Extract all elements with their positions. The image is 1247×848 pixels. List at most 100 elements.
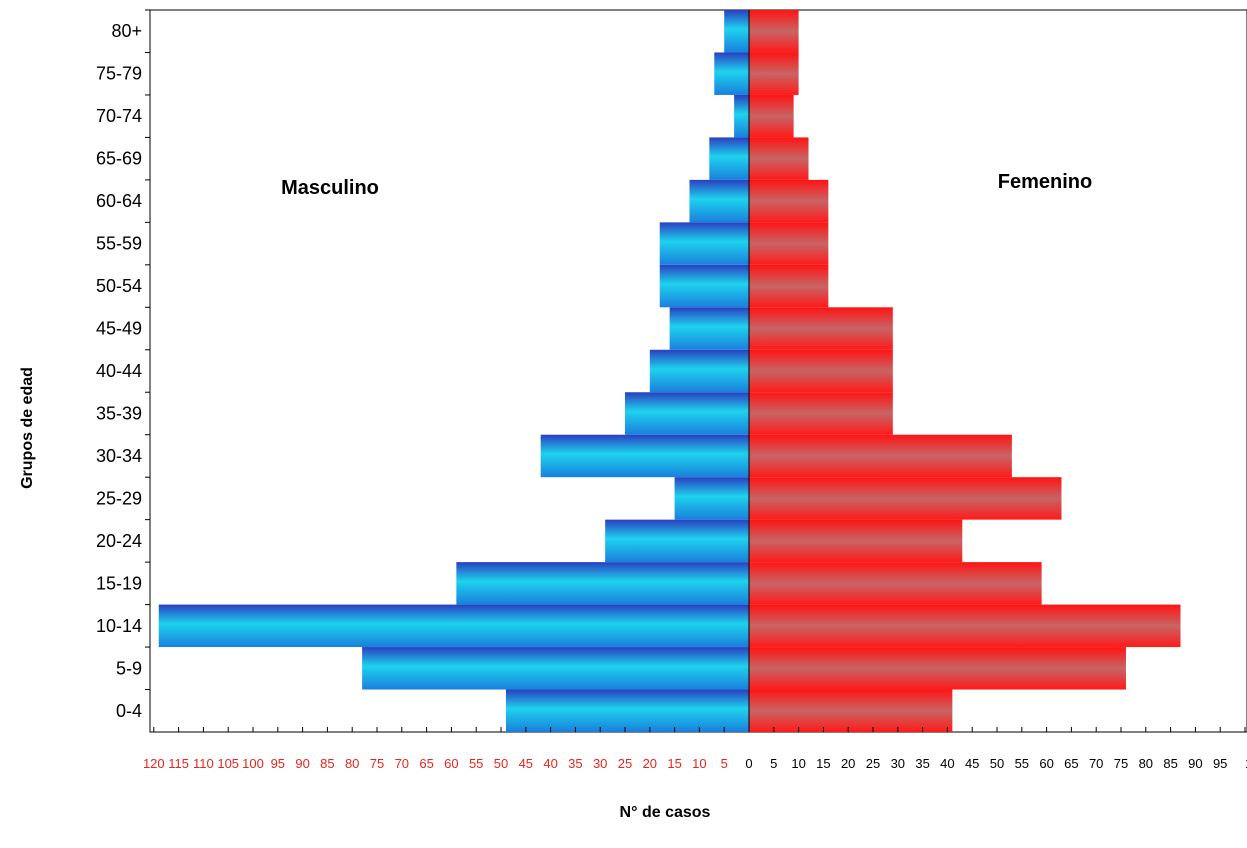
x-tick-label-right-3: 15 bbox=[816, 756, 830, 771]
bar-femenino-30-34 bbox=[749, 434, 1012, 478]
category-label-10-14: 10-14 bbox=[96, 616, 142, 636]
bar-masculino-10-14 bbox=[158, 604, 749, 648]
bar-femenino-5-9 bbox=[749, 647, 1126, 690]
category-label-5-9: 5-9 bbox=[116, 658, 142, 678]
bar-masculino-80+ bbox=[724, 10, 749, 53]
x-tick-label-right-13: 65 bbox=[1064, 756, 1078, 771]
category-label-15-19: 15-19 bbox=[96, 573, 142, 593]
x-tick-label-left-115: 115 bbox=[168, 756, 189, 771]
x-tick-label-right-11: 55 bbox=[1015, 756, 1029, 771]
bar-masculino-0-4 bbox=[505, 689, 749, 732]
category-label-25-29: 25-29 bbox=[96, 488, 142, 508]
y-axis-title: Grupos de edad bbox=[19, 367, 36, 489]
bar-femenino-25-29 bbox=[749, 477, 1062, 520]
x-tick-label-left-20: 20 bbox=[643, 756, 657, 771]
x-tick-label-left-75: 75 bbox=[370, 756, 384, 771]
bar-femenino-20-24 bbox=[749, 519, 963, 563]
bar-masculino-35-39 bbox=[625, 392, 749, 435]
x-axis-title: N° de casos bbox=[620, 804, 711, 821]
x-tick-label-left-65: 65 bbox=[419, 756, 433, 771]
bar-masculino-55-59 bbox=[659, 222, 749, 265]
x-tick-label-right-0: 0 bbox=[745, 756, 752, 771]
category-label-75-79: 75-79 bbox=[96, 64, 142, 84]
bar-femenino-75-79 bbox=[749, 52, 799, 95]
x-tick-label-left-25: 25 bbox=[618, 756, 632, 771]
bar-femenino-35-39 bbox=[749, 392, 893, 435]
bar-femenino-40-44 bbox=[749, 349, 893, 393]
x-tick-label-right-7: 35 bbox=[915, 756, 929, 771]
bar-femenino-80+ bbox=[749, 10, 799, 53]
x-tick-label-right-17: 85 bbox=[1163, 756, 1177, 771]
x-tick-label-right-4: 20 bbox=[841, 756, 855, 771]
x-tick-label-right-1: 5 bbox=[770, 756, 777, 771]
bar-femenino-65-69 bbox=[749, 137, 809, 180]
bar-masculino-20-24 bbox=[605, 519, 749, 563]
x-tick-label-left-85: 85 bbox=[320, 756, 334, 771]
x-tick-label-right-5: 25 bbox=[866, 756, 880, 771]
category-label-80+: 80+ bbox=[111, 21, 142, 41]
x-tick-label-right-18: 90 bbox=[1188, 756, 1202, 771]
x-tick-label-left-5: 5 bbox=[721, 756, 728, 771]
x-tick-label-right-15: 75 bbox=[1114, 756, 1128, 771]
bar-masculino-30-34 bbox=[540, 434, 749, 478]
category-label-45-49: 45-49 bbox=[96, 319, 142, 339]
x-tick-label-left-10: 10 bbox=[692, 756, 706, 771]
bar-masculino-70-74 bbox=[734, 94, 749, 138]
x-tick-label-left-45: 45 bbox=[519, 756, 533, 771]
x-tick-label-right-8: 40 bbox=[940, 756, 954, 771]
x-tick-label-left-110: 110 bbox=[193, 756, 214, 771]
category-label-35-39: 35-39 bbox=[96, 403, 142, 423]
series-label-femenino: Femenino bbox=[998, 171, 1092, 193]
bar-masculino-40-44 bbox=[649, 349, 749, 393]
x-tick-label-left-60: 60 bbox=[444, 756, 458, 771]
bar-masculino-60-64 bbox=[689, 179, 749, 223]
x-tick-label-left-55: 55 bbox=[469, 756, 483, 771]
bar-femenino-45-49 bbox=[749, 307, 893, 350]
bar-masculino-65-69 bbox=[709, 137, 749, 180]
category-label-55-59: 55-59 bbox=[96, 234, 142, 254]
bar-femenino-0-4 bbox=[749, 689, 953, 732]
x-tick-label-left-100: 100 bbox=[242, 756, 264, 771]
bar-femenino-15-19 bbox=[749, 562, 1042, 605]
x-tick-label-left-30: 30 bbox=[593, 756, 607, 771]
x-tick-label-right-2: 10 bbox=[791, 756, 805, 771]
x-tick-label-left-15: 15 bbox=[667, 756, 681, 771]
category-label-65-69: 65-69 bbox=[96, 149, 142, 169]
x-tick-label-left-50: 50 bbox=[494, 756, 508, 771]
x-tick-label-right-12: 60 bbox=[1039, 756, 1053, 771]
bar-masculino-15-19 bbox=[456, 562, 749, 605]
x-tick-label-right-20: 10 bbox=[1245, 756, 1247, 771]
category-label-30-34: 30-34 bbox=[96, 446, 142, 466]
x-tick-label-left-120: 120 bbox=[143, 756, 165, 771]
x-tick-label-right-6: 30 bbox=[891, 756, 905, 771]
x-tick-label-left-105: 105 bbox=[217, 756, 239, 771]
x-tick-label-left-70: 70 bbox=[395, 756, 409, 771]
bar-femenino-70-74 bbox=[749, 94, 794, 138]
bar-masculino-45-49 bbox=[669, 307, 749, 350]
bar-femenino-55-59 bbox=[749, 222, 829, 265]
bar-masculino-75-79 bbox=[714, 52, 749, 95]
bar-masculino-50-54 bbox=[659, 264, 749, 308]
x-tick-label-right-16: 80 bbox=[1139, 756, 1153, 771]
bar-femenino-50-54 bbox=[749, 264, 829, 308]
bar-masculino-25-29 bbox=[674, 477, 749, 520]
x-tick-label-right-14: 70 bbox=[1089, 756, 1103, 771]
category-label-20-24: 20-24 bbox=[96, 531, 142, 551]
bar-masculino-5-9 bbox=[362, 647, 749, 690]
x-tick-label-left-35: 35 bbox=[568, 756, 582, 771]
category-label-60-64: 60-64 bbox=[96, 191, 142, 211]
x-tick-label-left-90: 90 bbox=[295, 756, 309, 771]
category-label-0-4: 0-4 bbox=[116, 701, 142, 721]
bar-femenino-60-64 bbox=[749, 179, 829, 223]
bar-femenino-10-14 bbox=[749, 604, 1181, 648]
x-tick-label-left-80: 80 bbox=[345, 756, 359, 771]
category-label-50-54: 50-54 bbox=[96, 276, 142, 296]
x-tick-label-right-19: 95 bbox=[1213, 756, 1227, 771]
x-tick-label-left-95: 95 bbox=[271, 756, 285, 771]
series-label-masculino: Masculino bbox=[281, 177, 379, 199]
category-label-40-44: 40-44 bbox=[96, 361, 142, 381]
category-label-70-74: 70-74 bbox=[96, 106, 142, 126]
x-tick-label-left-40: 40 bbox=[543, 756, 557, 771]
